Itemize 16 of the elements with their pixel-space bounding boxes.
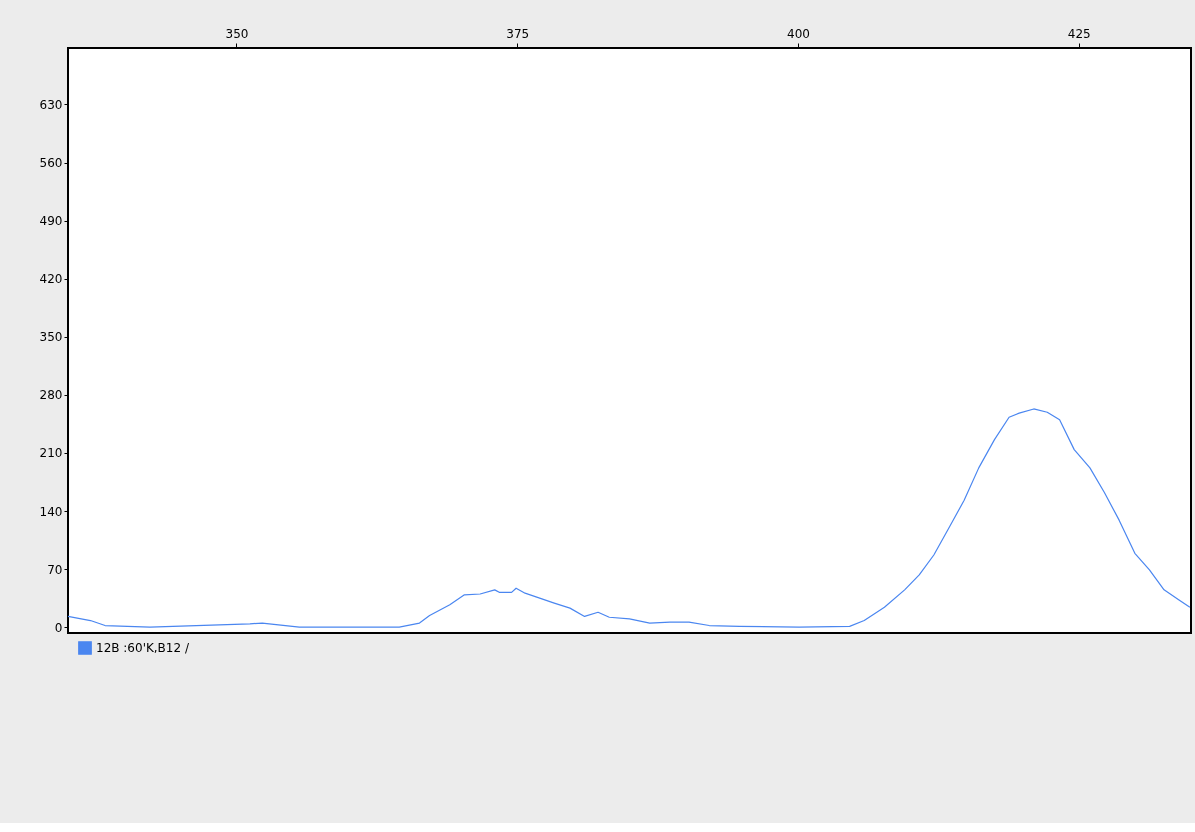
line-series — [67, 408, 1191, 628]
y-tick-label: 140 — [39, 504, 63, 519]
x-tick-label: 425 — [1067, 26, 1091, 41]
x-tick-label: 375 — [506, 26, 530, 41]
y-tick-label: 280 — [39, 388, 63, 403]
y-tick-label: 0 — [54, 620, 63, 635]
y-tick-label: 490 — [39, 214, 63, 229]
x-tick-label: 400 — [787, 26, 810, 41]
x-tick-label: 350 — [225, 26, 249, 41]
y-tick-label: 70 — [47, 562, 63, 577]
y-tick-label: 210 — [39, 446, 63, 461]
y-tick-label: 420 — [39, 272, 63, 287]
y-tick-label: 350 — [39, 330, 63, 345]
y-tick-label: 630 — [39, 97, 63, 112]
legend-label: 12B :60'K,B12 / — [96, 641, 190, 655]
y-tick-label: 560 — [39, 156, 63, 171]
